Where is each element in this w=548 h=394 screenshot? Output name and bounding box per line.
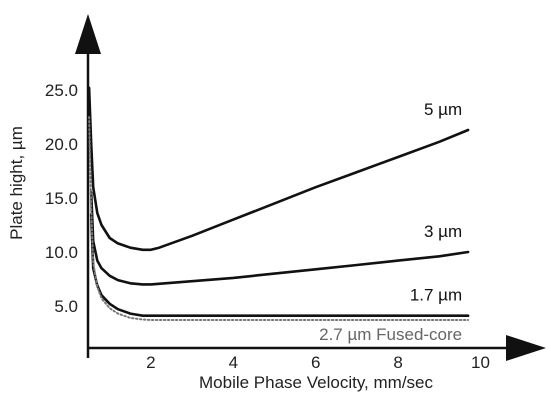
x-tick-label: 10	[471, 353, 490, 372]
axes	[75, 14, 546, 361]
y-tick-label: 25.0	[45, 81, 78, 100]
y-tick-label: 20.0	[45, 135, 78, 154]
x-tick-label: 6	[311, 353, 320, 372]
x-tick-label: 4	[229, 353, 238, 372]
y-tick-label: 10.0	[45, 243, 78, 262]
y-tick-labels: 5.0 10.0 15.0 20.0 25.0	[45, 81, 78, 316]
y-axis-label: Plate hight, µm	[7, 126, 26, 240]
series-line	[89, 191, 470, 286]
x-tick-labels: 2 4 6 8 10	[146, 353, 490, 372]
x-tick-label: 2	[146, 353, 155, 372]
series-labels: 5 µm 3 µm 1.7 µm 2.7 µm Fused-core	[319, 100, 462, 344]
series-label: 1.7 µm	[410, 286, 462, 305]
series-label: 5 µm	[424, 100, 462, 119]
x-axis-arrowhead	[506, 335, 546, 361]
series-lines	[87, 86, 470, 321]
y-axis-arrowhead	[75, 14, 101, 54]
series-label: 3 µm	[424, 222, 462, 241]
series-label: 2.7 µm Fused-core	[319, 325, 462, 344]
series-line	[88, 116, 470, 321]
series-line	[87, 86, 470, 252]
y-tick-label: 15.0	[45, 189, 78, 208]
x-tick-label: 8	[393, 353, 402, 372]
x-axis-label: Mobile Phase Velocity, mm/sec	[199, 373, 433, 392]
y-tick-label: 5.0	[54, 297, 78, 316]
